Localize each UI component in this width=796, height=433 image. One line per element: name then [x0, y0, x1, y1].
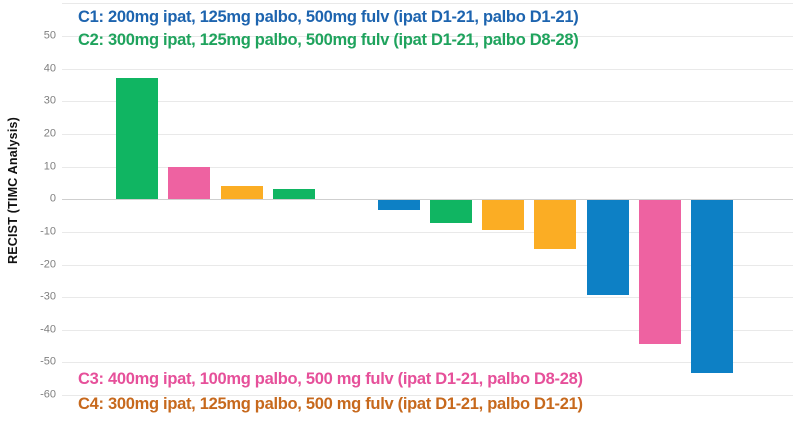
bar-c4 [220, 186, 263, 200]
y-tick-label: -50 [40, 355, 56, 368]
legend-line-c1: C1: 200mg ipat, 125mg palbo, 500mg fulv … [78, 8, 579, 26]
y-tick-label: -60 [40, 388, 56, 401]
bar-c1 [691, 200, 734, 374]
legend-line-c4: C4: 300mg ipat, 125mg palbo, 500 mg fulv… [78, 395, 583, 413]
gridline [62, 329, 793, 331]
y-tick-label: 0 [49, 192, 56, 205]
gridline [62, 133, 793, 135]
y-tick-label: 50 [43, 29, 56, 42]
bar-c2 [116, 78, 158, 200]
y-tick-label: 20 [43, 127, 56, 140]
y-tick-label: -40 [40, 323, 56, 336]
gridline [62, 36, 793, 37]
legend-line-c3: C3: 400mg ipat, 100mg palbo, 500 mg fulv… [78, 370, 583, 388]
bar-c4 [534, 200, 577, 250]
gridline [62, 231, 793, 233]
gridline [62, 3, 793, 5]
bar-c3 [168, 166, 211, 200]
zero-axis-line [62, 199, 793, 201]
gridline [62, 101, 793, 103]
y-tick-label: -30 [40, 290, 56, 303]
bar-c2 [272, 189, 315, 200]
bar-c3 [639, 200, 681, 344]
y-axis-title: RECIST (TIMC Analysis) [6, 116, 20, 264]
legend-line-c2: C2: 300mg ipat, 125mg palbo, 500mg fulv … [78, 31, 579, 49]
gridline [62, 68, 793, 70]
gridline [62, 395, 793, 396]
y-tick-label: -10 [40, 225, 56, 238]
bar-c2 [429, 200, 472, 223]
bar-c1 [586, 200, 629, 295]
y-tick-label: 40 [43, 62, 56, 75]
y-tick-label: 30 [43, 94, 56, 107]
y-tick-label: -20 [40, 258, 56, 270]
y-tick-label: 10 [43, 160, 56, 173]
bar-c1 [377, 200, 420, 210]
gridline [62, 297, 793, 299]
gridline [62, 264, 793, 266]
gridline [62, 362, 793, 364]
bar-c4 [482, 200, 525, 230]
gridline [62, 166, 793, 168]
